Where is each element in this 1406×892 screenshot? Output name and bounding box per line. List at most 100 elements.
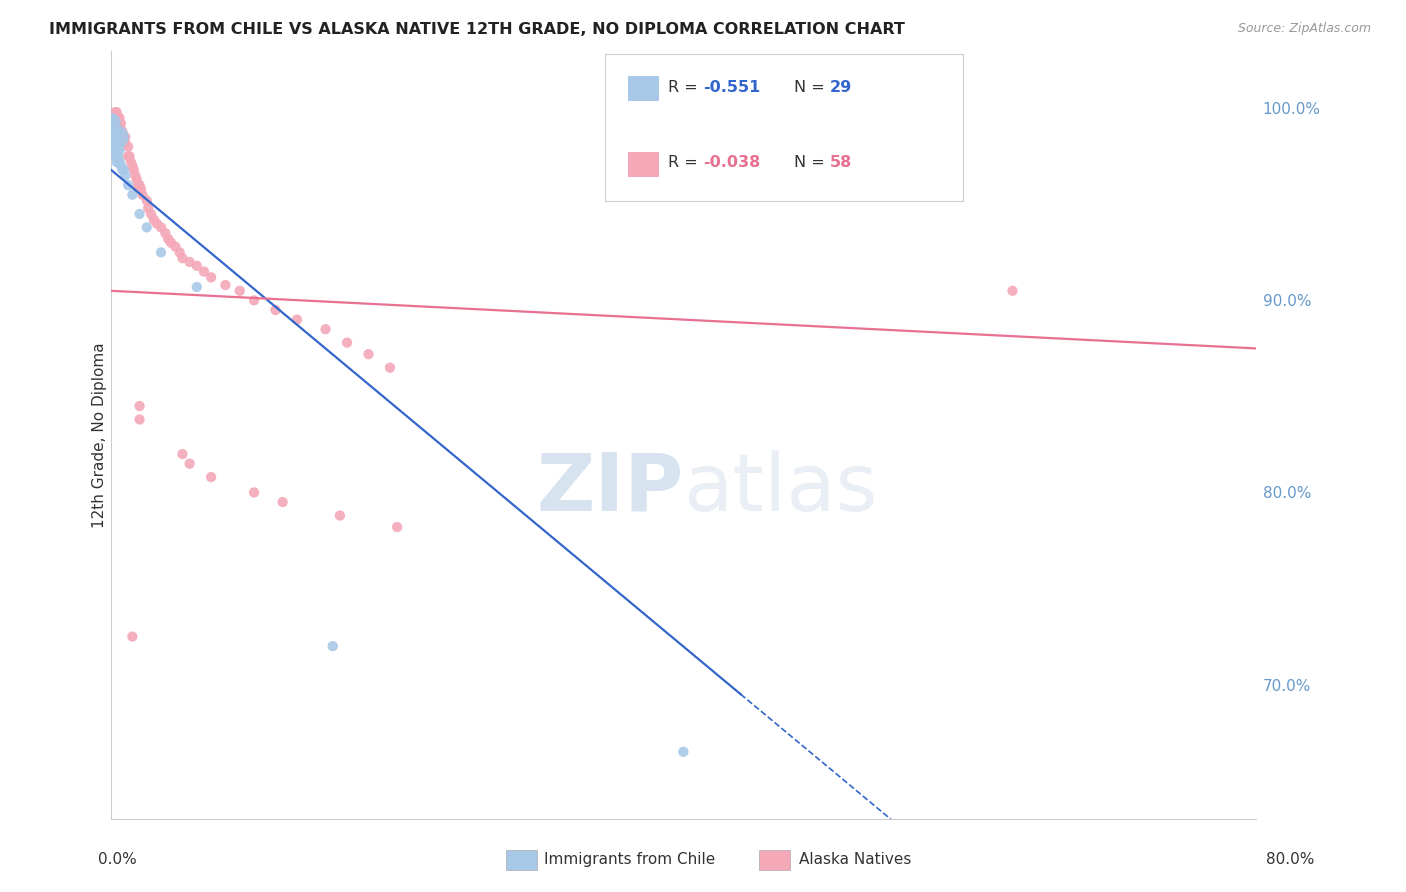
Point [125,172,148,186]
Text: -0.038: -0.038 [703,155,761,169]
Point [105,130,128,145]
Point [121,630,143,644]
Point [1001,284,1024,298]
Text: IMMIGRANTS FROM CHILE VS ALASKA NATIVE 12TH GRADE, NO DIPLOMA CORRELATION CHART: IMMIGRANTS FROM CHILE VS ALASKA NATIVE 1… [49,22,905,37]
Point [105,155,128,169]
Point [128,399,150,413]
Point [104,130,127,145]
Point [243,293,266,308]
Point [103,130,125,145]
Point [160,235,183,250]
Point [112,162,135,177]
Point [104,120,127,135]
Point [124,169,146,183]
Point [108,111,131,125]
Point [108,120,131,135]
Text: 29: 29 [830,80,852,95]
Text: -0.551: -0.551 [703,80,761,95]
Text: 58: 58 [830,155,852,169]
Text: R =: R = [668,80,703,95]
Point [121,159,143,173]
Point [114,130,136,145]
Point [136,201,159,215]
Point [179,457,201,471]
Point [105,144,128,158]
Text: R =: R = [668,155,703,169]
Point [165,239,187,253]
Point [131,187,153,202]
Text: N =: N = [794,80,831,95]
Point [114,136,136,150]
Point [120,155,142,169]
Point [186,259,208,273]
Point [135,194,157,208]
Point [128,178,150,193]
Point [200,270,222,285]
Point [155,226,177,240]
Point [117,139,139,153]
Point [329,508,352,523]
Point [157,232,180,246]
Point [179,255,201,269]
Text: N =: N = [794,155,831,169]
Point [128,207,150,221]
Point [315,322,337,336]
Point [108,155,131,169]
Point [110,117,132,131]
Point [135,220,157,235]
Point [378,360,401,375]
Point [172,251,194,265]
Point [107,111,129,125]
Point [172,447,194,461]
Point [104,139,127,153]
Point [271,495,294,509]
Text: atlas: atlas [683,450,877,528]
Point [672,745,695,759]
Point [118,149,141,163]
Point [127,178,149,193]
Text: ZIP: ZIP [536,450,683,528]
Y-axis label: 12th Grade, No Diploma: 12th Grade, No Diploma [93,342,107,528]
Point [129,182,152,196]
Point [101,124,124,138]
Text: Alaska Natives: Alaska Natives [799,853,911,867]
Point [111,124,134,138]
Point [107,149,129,163]
Text: Source: ZipAtlas.com: Source: ZipAtlas.com [1237,22,1371,36]
Point [200,470,222,484]
Point [285,312,308,326]
Point [150,245,173,260]
Point [139,207,162,221]
Point [121,187,143,202]
Point [122,162,145,177]
Point [186,280,208,294]
Point [103,120,125,135]
Point [264,303,287,318]
Point [229,284,252,298]
Point [107,139,129,153]
Point [243,485,266,500]
Point [357,347,380,361]
Point [169,245,191,260]
Point [111,162,134,177]
Point [117,178,139,193]
Point [150,220,173,235]
Point [114,169,136,183]
Point [110,159,132,173]
Point [214,278,236,293]
Point [105,105,128,120]
Point [145,217,167,231]
Point [104,105,127,120]
Point [103,114,125,128]
Text: 80.0%: 80.0% [1267,852,1315,867]
Point [112,130,135,145]
Point [101,120,124,135]
Point [128,412,150,426]
Point [101,111,124,125]
Point [385,520,408,534]
Point [117,149,139,163]
Text: Immigrants from Chile: Immigrants from Chile [544,853,716,867]
Point [336,335,359,350]
Point [108,144,131,158]
Text: 0.0%: 0.0% [98,852,138,867]
